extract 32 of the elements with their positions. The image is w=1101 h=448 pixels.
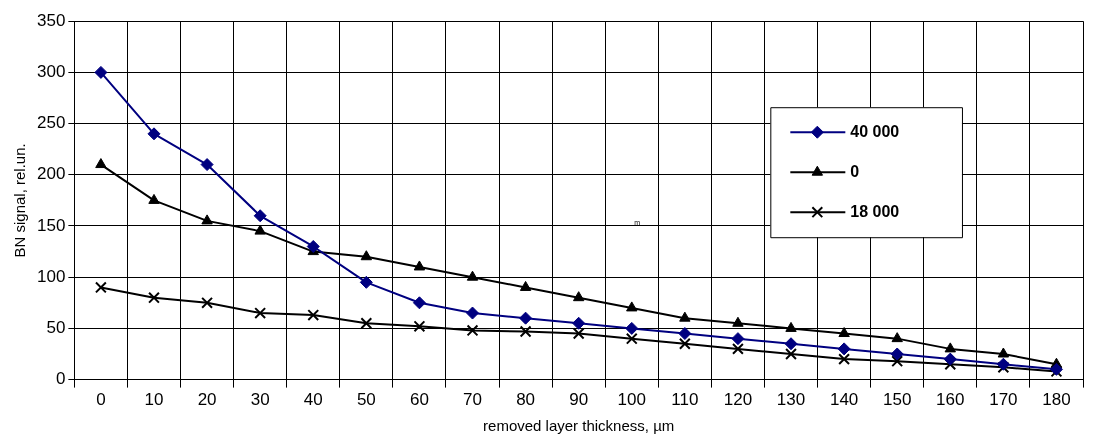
y-tick-label: 50 bbox=[46, 318, 66, 338]
x-tick-label: 0 bbox=[96, 390, 106, 410]
y-tick-label: 250 bbox=[36, 113, 66, 133]
x-tick-label: 70 bbox=[463, 390, 482, 410]
x-tick-label: 170 bbox=[989, 390, 1018, 410]
x-axis-title: removed layer thickness, µm bbox=[483, 417, 675, 435]
y-tick-label: 300 bbox=[36, 62, 66, 82]
x-tick-label: 140 bbox=[829, 390, 859, 410]
x-tick-label: 90 bbox=[569, 390, 589, 410]
x-tick-label: 180 bbox=[1042, 390, 1071, 410]
legend-label: 18 000 bbox=[850, 202, 900, 220]
y-tick-label: 150 bbox=[36, 215, 66, 235]
x-tick-label: 130 bbox=[776, 390, 806, 410]
x-tick-label: 160 bbox=[936, 390, 965, 410]
x-tick-label: 100 bbox=[617, 390, 646, 410]
y-axis-title: BN signal, rel.un. bbox=[11, 143, 29, 258]
x-tick-label: 30 bbox=[250, 390, 270, 410]
x-tick-label: 110 bbox=[671, 390, 699, 410]
y-tick-label: 200 bbox=[36, 164, 66, 184]
x-tick-label: 40 bbox=[303, 390, 323, 410]
legend-label: 40 000 bbox=[850, 122, 900, 140]
legend-label: 0 bbox=[850, 162, 860, 180]
x-tick-label: 80 bbox=[516, 390, 536, 410]
x-tick-label: 150 bbox=[883, 390, 912, 410]
y-tick-label: 0 bbox=[55, 369, 66, 389]
x-tick-label: 120 bbox=[723, 390, 753, 410]
x-tick-label: 50 bbox=[356, 390, 376, 410]
x-tick-label: 60 bbox=[409, 390, 429, 410]
x-tick-label: 20 bbox=[197, 390, 217, 410]
y-tick-label: 100 bbox=[36, 266, 66, 286]
y-tick-label: 350 bbox=[36, 10, 66, 30]
x-tick-label: 10 bbox=[144, 390, 164, 410]
